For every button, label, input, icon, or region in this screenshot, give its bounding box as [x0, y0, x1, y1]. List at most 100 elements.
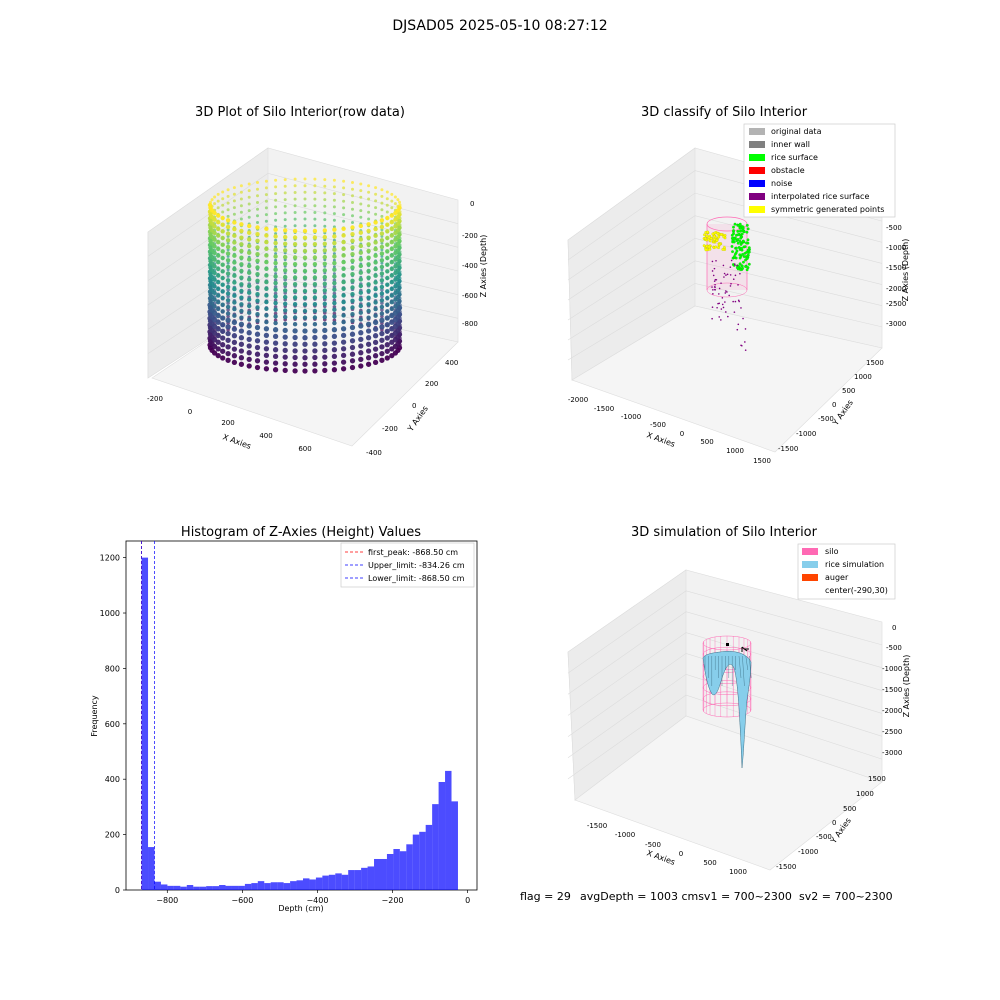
raw-point [322, 248, 327, 253]
raw-point [385, 190, 389, 194]
raw-point [255, 265, 260, 270]
raw-point [351, 207, 354, 211]
raw-point [366, 235, 371, 240]
raw-point [282, 334, 288, 340]
interpolated-point [711, 286, 713, 288]
rice-surface-point [745, 257, 749, 260]
raw-point [239, 248, 244, 254]
legend-label-first-peak: first_peak: -868.50 cm [368, 548, 458, 557]
raw-point [283, 241, 288, 246]
raw-point [393, 284, 398, 289]
raw-point [264, 179, 268, 183]
interpolated-point [733, 311, 736, 313]
classify-xtick: 500 [700, 438, 713, 446]
raw-point [215, 319, 221, 325]
raw-point [342, 219, 346, 223]
raw-point [239, 228, 244, 234]
simulation-title: 3D simulation of Silo Interior [631, 525, 818, 540]
raw-point [247, 283, 252, 289]
raw-point [322, 334, 328, 340]
raw-point [255, 298, 260, 303]
raw-point [247, 263, 252, 269]
histogram-bar [412, 834, 420, 890]
raw-point [379, 324, 385, 330]
symmetric-point [719, 233, 723, 236]
raw-xtick: 400 [259, 432, 272, 440]
raw-point [312, 255, 318, 260]
raw-point [247, 215, 251, 219]
raw-point [292, 368, 298, 374]
raw-point [292, 228, 298, 234]
sim-xtick: 0 [679, 850, 683, 858]
rice-surface-point [736, 238, 740, 241]
raw-point [322, 241, 327, 246]
interpolated-point [742, 317, 744, 320]
raw-point [323, 198, 327, 202]
raw-point [342, 179, 346, 183]
raw-point [238, 341, 245, 347]
histogram-bar [238, 885, 245, 890]
histogram-ticks: −800 −600 −400 −200 0 0 200 400 600 800 1000 1200 [100, 554, 471, 905]
raw-point [332, 294, 337, 299]
symmetric-point [707, 235, 711, 239]
raw-ztick: 0 [470, 200, 474, 208]
raw-point [264, 233, 269, 238]
rice-mesh-line [745, 655, 748, 671]
raw-point [231, 339, 238, 346]
raw-point [312, 242, 318, 247]
raw-point [342, 186, 346, 190]
rice-surface-point [732, 229, 735, 232]
raw-point [264, 213, 268, 217]
legend-swatch-interpolated [749, 193, 765, 200]
histogram-legend: first_peak: -868.50 cm Upper_limit: -834… [340, 542, 475, 588]
rice-surface-point [735, 266, 739, 270]
figure-suptitle: DJSAD05 2025-05-10 08:27:12 [392, 18, 608, 34]
interpolated-point [720, 308, 723, 310]
simulation-chart: 3D simulation of Silo Interior silo rice… [567, 525, 911, 876]
raw-point [247, 189, 251, 193]
raw-point [220, 348, 226, 354]
raw-point [212, 304, 217, 309]
raw-point [332, 240, 337, 246]
raw-point [212, 277, 217, 282]
raw-point [273, 294, 278, 299]
raw-point [239, 255, 244, 260]
raw-point [367, 184, 371, 188]
legend-swatch-original [749, 128, 765, 135]
raw-point [264, 239, 269, 245]
rice-surface-point [747, 250, 751, 254]
raw-point [239, 308, 244, 314]
raw-point [312, 361, 318, 367]
raw-point [393, 210, 398, 216]
interpolated-point [713, 288, 716, 291]
raw-point [247, 243, 252, 249]
raw-point [312, 262, 318, 267]
raw-point [358, 323, 364, 329]
raw-point [220, 309, 225, 314]
sim-ztick: -2000 [882, 707, 902, 715]
footer-avg-depth: avgDepth = 1003 cmsv1 = 700~2300 [580, 890, 792, 903]
raw-point [226, 214, 230, 218]
interpolated-point [737, 323, 740, 326]
interpolated-point [737, 284, 739, 286]
raw-xlabel: X Axies [221, 432, 252, 451]
raw-point [332, 185, 336, 189]
raw-point [239, 282, 244, 287]
raw-point [351, 201, 354, 204]
raw-point [349, 351, 356, 357]
raw-point [332, 212, 336, 216]
raw-point [332, 307, 337, 312]
raw-point [225, 350, 231, 357]
grid-line [147, 223, 459, 306]
raw-point [283, 308, 288, 313]
raw-point [373, 260, 378, 265]
histogram-bar [225, 885, 232, 890]
raw-point [379, 298, 385, 303]
raw-point [283, 198, 287, 202]
raw-point [225, 330, 231, 337]
raw-point [389, 233, 394, 238]
raw-point [220, 302, 225, 307]
raw-point [358, 263, 363, 269]
sim-xtick: -1500 [587, 822, 607, 830]
interpolated-point [722, 264, 725, 267]
